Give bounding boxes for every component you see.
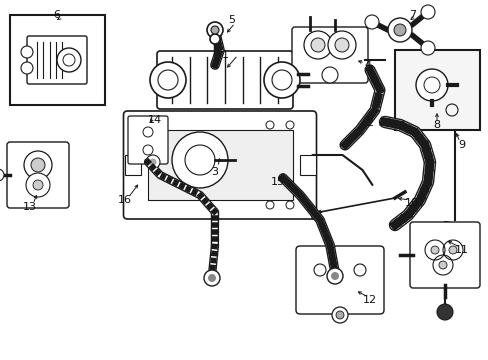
Text: 16: 16 <box>118 195 132 205</box>
Text: 11: 11 <box>454 245 468 255</box>
Circle shape <box>203 270 220 286</box>
Circle shape <box>304 31 331 59</box>
Circle shape <box>448 246 456 254</box>
Circle shape <box>26 173 50 197</box>
Text: 10: 10 <box>404 198 418 208</box>
Text: 1: 1 <box>221 50 228 60</box>
FancyBboxPatch shape <box>7 142 69 208</box>
Circle shape <box>209 34 220 44</box>
Circle shape <box>331 307 347 323</box>
Circle shape <box>265 201 273 209</box>
Circle shape <box>393 24 405 36</box>
Text: 5: 5 <box>228 15 235 25</box>
FancyBboxPatch shape <box>27 36 87 84</box>
FancyBboxPatch shape <box>291 27 367 83</box>
Circle shape <box>0 169 4 181</box>
Circle shape <box>387 18 411 42</box>
Circle shape <box>436 304 452 320</box>
Circle shape <box>285 201 293 209</box>
FancyBboxPatch shape <box>295 246 383 314</box>
Text: 3: 3 <box>211 167 218 177</box>
Bar <box>147 130 292 200</box>
Text: 15: 15 <box>270 177 285 187</box>
Text: 6: 6 <box>53 10 61 20</box>
Circle shape <box>172 132 227 188</box>
Circle shape <box>33 180 43 190</box>
Text: 4: 4 <box>364 60 371 70</box>
FancyBboxPatch shape <box>128 116 168 164</box>
Circle shape <box>285 121 293 129</box>
FancyBboxPatch shape <box>409 222 479 288</box>
Circle shape <box>310 212 318 220</box>
Bar <box>124 155 140 175</box>
Text: 7: 7 <box>408 10 416 20</box>
Circle shape <box>415 69 447 101</box>
Circle shape <box>310 38 325 52</box>
FancyBboxPatch shape <box>157 51 292 109</box>
Circle shape <box>265 121 273 129</box>
Circle shape <box>21 62 33 74</box>
Bar <box>299 155 315 175</box>
Circle shape <box>420 41 434 55</box>
Circle shape <box>207 274 216 282</box>
Text: 8: 8 <box>432 120 440 130</box>
Circle shape <box>150 62 185 98</box>
Bar <box>10 15 105 105</box>
Circle shape <box>206 22 223 38</box>
Circle shape <box>210 26 219 34</box>
Circle shape <box>149 158 156 166</box>
Circle shape <box>31 158 45 172</box>
Circle shape <box>57 48 81 72</box>
Circle shape <box>330 272 338 280</box>
Circle shape <box>438 261 446 269</box>
Circle shape <box>430 246 438 254</box>
Circle shape <box>24 151 52 179</box>
FancyBboxPatch shape <box>123 111 316 219</box>
Bar <box>394 50 479 130</box>
Text: 2: 2 <box>366 118 373 128</box>
Text: 13: 13 <box>23 202 37 212</box>
Circle shape <box>264 62 299 98</box>
Text: 14: 14 <box>148 115 162 125</box>
Text: 9: 9 <box>458 140 465 150</box>
Circle shape <box>327 31 355 59</box>
Circle shape <box>335 311 343 319</box>
Text: 12: 12 <box>362 295 376 305</box>
Circle shape <box>420 5 434 19</box>
Circle shape <box>21 46 33 58</box>
Circle shape <box>321 67 337 83</box>
Circle shape <box>334 38 348 52</box>
Circle shape <box>146 155 160 169</box>
Circle shape <box>326 268 342 284</box>
Circle shape <box>364 15 378 29</box>
